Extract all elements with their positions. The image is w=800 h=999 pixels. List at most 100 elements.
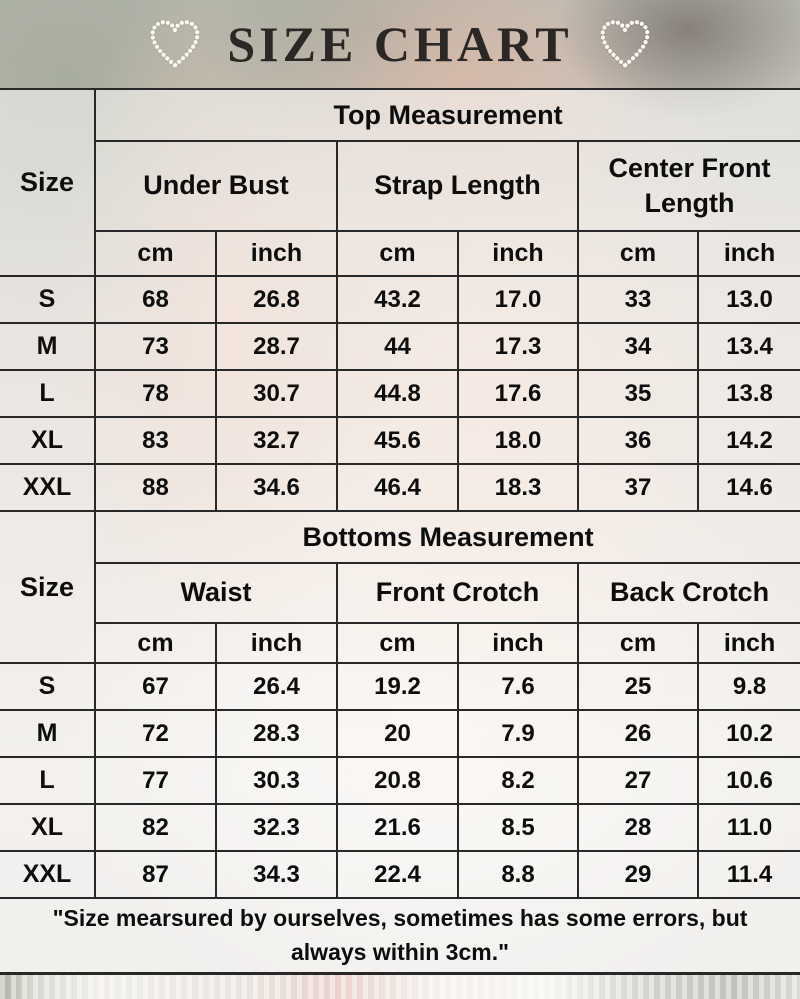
table-row: XL 83 32.7 45.6 18.0 36 14.2 [0,416,800,465]
value-cell: 11.0 [696,803,800,852]
unit-header: inch [215,230,338,277]
unit-header: inch [457,230,579,277]
value-cell: 17.3 [457,322,579,371]
unit-header: cm [577,230,699,277]
value-cell: 13.8 [696,369,800,418]
value-cell: 9.8 [696,662,800,711]
value-cell: 7.6 [457,662,579,711]
value-cell: 43.2 [336,275,459,324]
value-cell: 34.3 [215,850,338,899]
value-cell: 20.8 [336,756,459,805]
unit-header: inch [215,622,338,664]
unit-header: inch [457,622,579,664]
value-cell: 72 [94,709,217,758]
value-cell: 19.2 [336,662,459,711]
table-row: S 68 26.8 43.2 17.0 33 13.0 [0,275,800,324]
value-cell: 26 [577,709,699,758]
top-section-header: Size Top Measurement Under Bust Strap Le… [0,88,800,277]
table-row: M 72 28.3 20 7.9 26 10.2 [0,709,800,758]
value-cell: 8.8 [457,850,579,899]
value-cell: 13.4 [696,322,800,371]
unit-header: inch [696,230,800,277]
unit-header: cm [336,622,459,664]
section-row: Size Top Measurement [0,88,800,277]
value-cell: 32.3 [215,803,338,852]
value-cell: 28 [577,803,699,852]
column-header: Strap Length [336,140,579,232]
size-cell: M [0,322,96,371]
table-row: L 78 30.7 44.8 17.6 35 13.8 [0,369,800,418]
value-cell: 36 [577,416,699,465]
value-cell: 13.0 [696,275,800,324]
size-cell: M [0,709,96,758]
value-cell: 26.8 [215,275,338,324]
value-cell: 21.6 [336,803,459,852]
value-cell: 14.6 [696,463,800,512]
value-cell: 22.4 [336,850,459,899]
section-row: Size Bottoms Measurement [0,510,800,664]
table-row: M 73 28.7 44 17.3 34 13.4 [0,322,800,371]
group-header-row: Under Bust Strap Length Center Front Len… [0,140,800,232]
value-cell: 35 [577,369,699,418]
value-cell: 73 [94,322,217,371]
value-cell: 17.6 [457,369,579,418]
value-cell: 8.2 [457,756,579,805]
pearl-heart-icon [150,20,200,69]
value-cell: 37 [577,463,699,512]
value-cell: 14.2 [696,416,800,465]
bottoms-section-header: Size Bottoms Measurement Waist Front Cro… [0,510,800,664]
column-header: Waist [95,562,338,624]
unit-header: cm [95,230,217,277]
page-title: SIZE CHART [227,16,573,72]
column-header: Front Crotch [336,562,579,624]
size-cell: XXL [0,850,96,899]
size-cell: XL [0,803,96,852]
value-cell: 20 [336,709,459,758]
value-cell: 28.3 [215,709,338,758]
unit-header: cm [577,622,699,664]
value-cell: 68 [94,275,217,324]
value-cell: 17.0 [457,275,579,324]
table-row: L 77 30.3 20.8 8.2 27 10.6 [0,756,800,805]
section-title: Top Measurement [93,88,800,142]
unit-header: cm [336,230,459,277]
value-cell: 34 [577,322,699,371]
value-cell: 27 [577,756,699,805]
size-cell: XXL [0,463,96,512]
value-cell: 7.9 [457,709,579,758]
value-cell: 44 [336,322,459,371]
bottoms-section-body: S 67 26.4 19.2 7.6 25 9.8 M 72 28.3 20 7.9 26 10.2 L 77… [0,662,800,899]
size-cell: S [0,662,96,711]
value-cell: 87 [94,850,217,899]
value-cell: 25 [577,662,699,711]
size-cell: L [0,369,96,418]
size-cell: XL [0,416,96,465]
value-cell: 32.7 [215,416,338,465]
value-cell: 46.4 [336,463,459,512]
value-cell: 30.3 [215,756,338,805]
value-cell: 88 [94,463,217,512]
value-cell: 82 [94,803,217,852]
value-cell: 18.0 [457,416,579,465]
column-header: Back Crotch [576,562,800,624]
value-cell: 10.6 [696,756,800,805]
unit-header: cm [95,622,217,664]
value-cell: 18.3 [457,463,579,512]
unit-header-row: cm inch cm inch cm inch [0,230,800,277]
unit-header-row: cm inch cm inch cm inch [0,622,800,664]
value-cell: 33 [577,275,699,324]
value-cell: 45.6 [336,416,459,465]
value-cell: 30.7 [215,369,338,418]
table-row: S 67 26.4 19.2 7.6 25 9.8 [0,662,800,711]
value-cell: 26.4 [215,662,338,711]
group-header-row: Waist Front Crotch Back Crotch [0,562,800,624]
title-bar: SIZE CHART [0,0,800,88]
value-cell: 77 [94,756,217,805]
size-column-header: Size [0,510,96,664]
value-cell: 28.7 [215,322,338,371]
table-row: XL 82 32.3 21.6 8.5 28 11.0 [0,803,800,852]
value-cell: 29 [577,850,699,899]
value-cell: 67 [94,662,217,711]
section-title: Bottoms Measurement [93,510,800,564]
